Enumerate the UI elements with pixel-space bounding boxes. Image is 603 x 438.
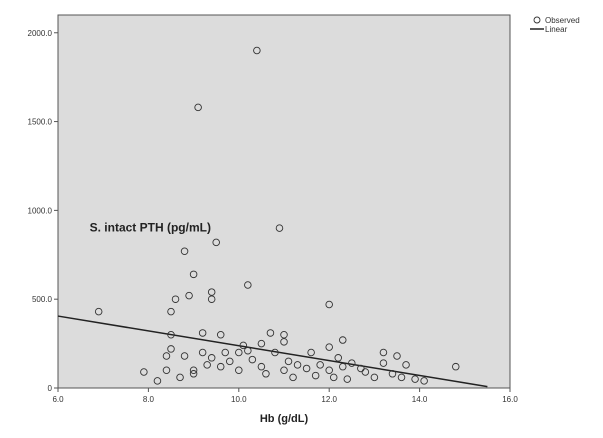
data-point — [280, 338, 288, 346]
data-point — [203, 361, 211, 369]
data-point — [189, 370, 198, 378]
data-point — [212, 238, 220, 247]
data-point — [194, 103, 202, 112]
data-point — [452, 362, 460, 371]
chart-annotation: S. intact PTH (pg/mL) — [90, 221, 211, 235]
data-point — [280, 366, 288, 374]
data-point — [397, 373, 406, 382]
data-point — [176, 373, 184, 382]
data-point — [329, 373, 338, 382]
x-tick-label: 16.0 — [502, 395, 518, 404]
data-point — [162, 366, 171, 374]
data-point — [343, 375, 352, 383]
data-point — [402, 361, 410, 369]
data-point — [357, 364, 365, 373]
data-point — [311, 371, 320, 380]
data-point — [185, 291, 193, 300]
data-point — [180, 352, 189, 360]
data-point — [207, 354, 216, 362]
data-point — [189, 270, 198, 279]
data-point — [379, 359, 388, 367]
data-point — [293, 361, 302, 369]
data-point — [388, 370, 397, 378]
data-point — [248, 355, 257, 364]
data-point — [370, 373, 379, 382]
data-point — [325, 343, 333, 351]
legend-marker-observed — [533, 16, 541, 24]
x-tick-label: 8.0 — [143, 395, 155, 404]
data-point — [171, 295, 180, 303]
data-point — [334, 354, 342, 362]
data-point — [393, 352, 401, 360]
x-tick-label: 6.0 — [52, 395, 64, 404]
data-point — [239, 341, 248, 350]
linear-fit-line — [57, 315, 488, 388]
y-tick-label: 0 — [48, 384, 53, 393]
data-point — [216, 362, 225, 371]
data-point — [325, 300, 333, 309]
data-point — [226, 357, 234, 366]
data-point — [348, 359, 356, 367]
data-point — [180, 247, 189, 255]
data-point — [244, 346, 252, 355]
x-axis-title: Hb (g/dL) — [260, 413, 309, 425]
data-point — [257, 339, 266, 348]
data-point — [271, 348, 279, 357]
data-point — [339, 336, 347, 344]
data-point — [216, 330, 225, 339]
data-point — [257, 362, 266, 371]
data-point — [198, 329, 207, 337]
data-point — [316, 361, 324, 369]
data-point — [379, 348, 388, 357]
x-tick-label: 10.0 — [231, 395, 247, 404]
data-point — [198, 348, 207, 357]
y-tick-label: 2000.0 — [28, 29, 53, 38]
data-point — [207, 288, 216, 296]
data-point — [167, 307, 175, 316]
data-point — [361, 368, 370, 376]
data-point — [207, 295, 216, 303]
data-point — [339, 362, 347, 371]
data-point — [244, 281, 252, 289]
data-point — [307, 348, 315, 357]
data-point — [280, 330, 288, 339]
legend-label-linear: Linear — [545, 25, 568, 34]
legend-label-observed: Observed — [545, 16, 580, 25]
data-point — [162, 352, 171, 360]
data-point — [266, 329, 275, 337]
data-point — [253, 46, 261, 55]
data-point — [262, 370, 270, 378]
y-tick-label: 1500.0 — [28, 118, 53, 127]
legend: Observed Linear — [530, 16, 580, 34]
data-point — [284, 357, 293, 366]
data-point — [235, 348, 243, 357]
data-point — [411, 375, 419, 383]
plot-area — [57, 14, 511, 389]
y-tick-label: 500.0 — [32, 295, 53, 304]
data-point — [275, 224, 284, 232]
x-tick-label: 14.0 — [412, 395, 428, 404]
data-point — [189, 366, 198, 374]
data-point — [289, 373, 297, 382]
y-tick-label: 1000.0 — [28, 206, 53, 215]
data-point — [325, 366, 333, 374]
data-point — [167, 345, 175, 353]
x-tick-label: 12.0 — [321, 395, 337, 404]
data-point — [167, 330, 175, 339]
data-point — [221, 348, 229, 357]
data-point — [153, 377, 162, 385]
data-point — [94, 307, 103, 316]
data-point — [420, 377, 428, 385]
data-point — [140, 368, 148, 376]
data-point — [302, 364, 311, 373]
data-point — [235, 366, 243, 374]
